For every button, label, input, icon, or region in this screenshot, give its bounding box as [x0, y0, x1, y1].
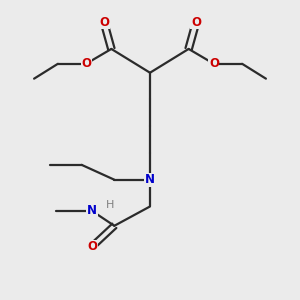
- Text: O: O: [87, 240, 97, 253]
- Text: O: O: [81, 57, 91, 70]
- Text: H: H: [106, 200, 114, 210]
- Text: N: N: [145, 173, 155, 186]
- Text: O: O: [209, 57, 219, 70]
- Text: O: O: [191, 16, 201, 29]
- Text: O: O: [99, 16, 109, 29]
- Text: N: N: [87, 204, 97, 218]
